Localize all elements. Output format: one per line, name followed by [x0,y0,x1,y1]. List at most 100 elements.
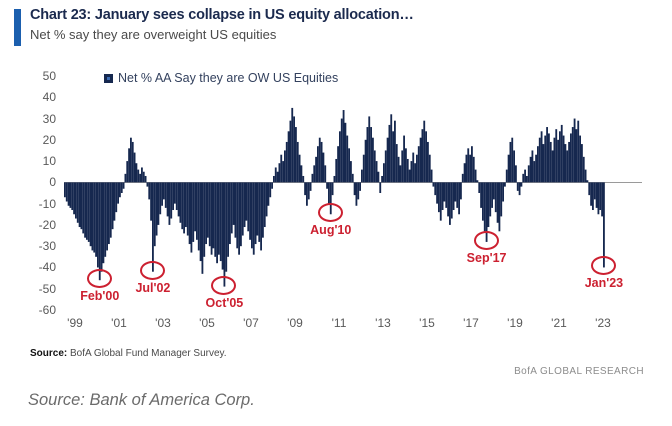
y-tick-label: 10 [42,154,56,169]
bar [174,182,176,204]
bar [313,165,316,183]
y-tick-label: -30 [38,239,56,254]
bar [153,182,156,247]
annotation-circle [473,230,499,250]
bar [146,182,149,187]
bar [452,182,455,211]
bar [549,141,552,183]
bar [175,182,178,211]
bar [527,165,530,183]
bar [579,135,581,183]
bar [100,182,103,272]
bar [108,182,110,245]
bar [75,182,77,219]
image-caption: Source: Bank of America Corp. [28,391,255,409]
bar [513,150,515,183]
bar [295,127,297,183]
bar [480,182,482,208]
bar [214,182,217,257]
bar [471,146,473,183]
y-tick-label: -60 [38,303,56,317]
bar [141,167,143,183]
bar [417,146,420,183]
bar [364,139,367,183]
bar [474,169,477,183]
bar [601,182,603,217]
bar [287,131,290,183]
bar [494,182,497,213]
bar [456,182,459,208]
bar [544,135,547,183]
x-tick-label: '17 [463,316,479,330]
bar [340,118,343,183]
bar [317,146,319,183]
bar [131,141,134,183]
bar [243,182,246,228]
bar [179,182,182,223]
y-tick-label: 20 [42,132,56,147]
bar [241,182,244,236]
bar [408,169,411,183]
bar [467,148,470,183]
bar [485,182,488,242]
bar [185,182,187,228]
bar [172,182,174,211]
bar [573,118,576,183]
bar [82,182,85,234]
bar [166,182,169,217]
bar [152,182,154,272]
bar [262,182,264,238]
bar [445,182,448,208]
bar [560,124,563,183]
bar [324,165,327,183]
bar [168,182,171,225]
bar [183,182,185,234]
bar [430,169,433,183]
annotation-circle [317,203,343,223]
bar [373,150,376,183]
bar [318,137,321,183]
bar [350,161,352,183]
bar [229,182,231,245]
bar [582,156,585,183]
bar [537,146,539,183]
bar [130,137,132,183]
source-label: Source: [30,348,68,359]
bar [201,182,204,274]
bar [355,182,358,206]
bar [133,152,136,183]
bar [362,154,365,183]
bar [507,154,510,183]
source-text: BofA Global Fund Manager Survey. [67,348,227,359]
bar [335,158,338,183]
bar [278,163,281,183]
bar [518,182,521,196]
x-tick-label: '05 [199,316,215,330]
bar [568,141,570,183]
bar [87,182,90,242]
bar [504,182,506,187]
bar [89,182,92,247]
source-note: Source: BofA Global Fund Manager Survey. [30,348,227,359]
bar [421,129,424,183]
bar [461,173,464,183]
bar [236,182,239,249]
bar [381,175,383,183]
bar [571,127,574,183]
bar [469,154,471,183]
bar [416,154,418,183]
bar [423,120,426,183]
bar [399,165,402,183]
bar [260,182,262,251]
bar [119,182,121,198]
bar [249,182,251,240]
bar [394,120,396,183]
bar [509,141,512,183]
bar [414,163,416,183]
bar [197,182,200,251]
bar [227,182,229,257]
annotation-label: Jan'23 [584,276,624,291]
bar [449,182,451,225]
bar [98,182,101,281]
x-tick-label: '11 [331,316,347,330]
